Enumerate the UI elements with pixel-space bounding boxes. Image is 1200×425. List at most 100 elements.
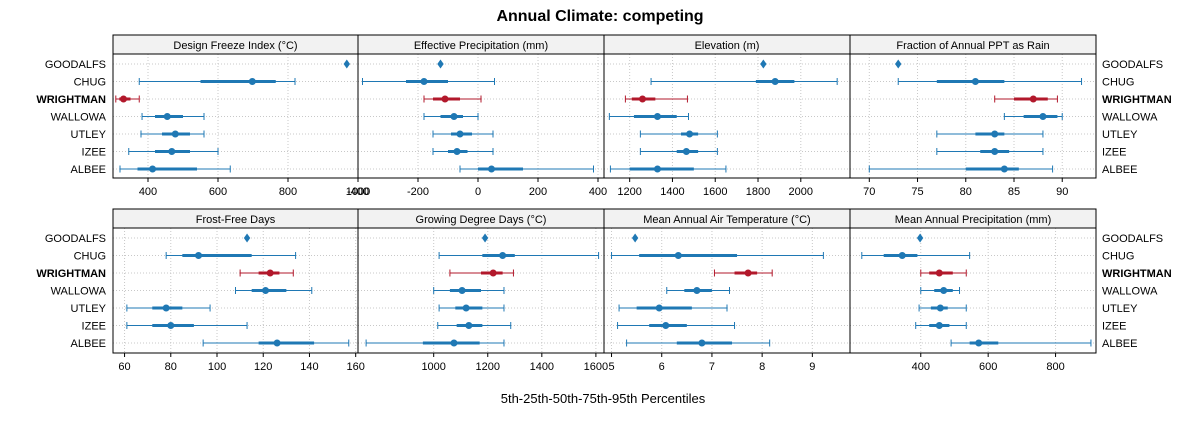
median-point-utley [171, 130, 179, 138]
median-point-wallowa [458, 287, 466, 294]
single-point-goodalfs [760, 59, 767, 69]
median-point-chug [499, 252, 507, 259]
median-point-chug [195, 252, 203, 259]
x-axis-label: 5th-25th-50th-75th-95th Percentiles [501, 391, 706, 406]
median-point-wrightman [266, 269, 274, 277]
site-label-right-utley: UTLEY [1102, 129, 1138, 141]
median-point-albee [1000, 165, 1008, 173]
x-tick-label: 1400 [660, 186, 684, 198]
x-tick-label: 1000 [421, 361, 445, 373]
panel-frost-free-days: Frost-Free Days 60 80 100 120 140 160 [112, 208, 365, 373]
x-tick-label: 600 [979, 361, 997, 373]
site-label-right-chug: CHUG [1102, 251, 1134, 263]
single-point-goodalfs [895, 59, 902, 69]
site-label-right-albee: ALBEE [1102, 164, 1137, 176]
panel-design-freeze-index-c: Design Freeze Index (°C) 400 600 800 1000 [112, 34, 370, 198]
median-point-wallowa [450, 113, 458, 120]
x-tick-label: 90 [1056, 186, 1068, 198]
site-label-left-goodalfs: GOODALFS [45, 233, 106, 245]
site-label-left-albee: ALBEE [71, 338, 106, 350]
site-label-right-wrightman: WRIGHTMAN [1102, 268, 1172, 280]
median-point-wrightman [1029, 95, 1037, 103]
median-point-utley [655, 304, 663, 312]
site-label-right-wallowa: WALLOWA [1102, 286, 1158, 298]
median-point-utley [686, 130, 694, 138]
median-point-chug [420, 78, 428, 85]
single-point-goodalfs [916, 233, 924, 243]
panel-title: Effective Precipitation (mm) [414, 40, 548, 52]
single-point-goodalfs [481, 233, 489, 243]
x-tick-label: 120 [254, 361, 272, 373]
median-point-wallowa [262, 287, 270, 294]
median-point-utley [462, 304, 470, 312]
median-point-wrightman [120, 95, 127, 103]
site-label-left-utley: UTLEY [71, 303, 107, 315]
median-point-wrightman [744, 269, 752, 277]
median-point-chug [674, 252, 682, 259]
site-labels-group: GOODALFS GOODALFS CHUG CHUG WRIGHTMAN WRIGHTM… [36, 59, 1171, 350]
panel-title: Frost-Free Days [196, 214, 276, 226]
median-point-wrightman [639, 95, 647, 103]
site-label-right-izee: IZEE [1102, 147, 1126, 159]
median-point-wrightman [489, 269, 497, 277]
x-tick-label: 60 [118, 361, 130, 373]
median-point-izee [662, 322, 670, 329]
x-tick-label: 75 [911, 186, 923, 198]
median-point-wallowa [653, 113, 661, 120]
panel-elevation-m: Elevation (m) 1200 1400 1600 1800 2000 [603, 34, 851, 198]
panel-growing-degree-days-c: Growing Degree Days (°C) 1000 1200 1400 1600 [357, 208, 608, 373]
median-point-albee [653, 165, 661, 173]
x-tick-label: 400 [912, 361, 930, 373]
x-tick-label: 0 [475, 186, 481, 198]
single-point-goodalfs [243, 233, 251, 243]
site-label-left-chug: CHUG [74, 77, 106, 89]
site-label-left-albee: ALBEE [71, 164, 106, 176]
x-tick-label: 2000 [789, 186, 813, 198]
x-tick-label: 1000 [346, 186, 370, 198]
median-point-albee [975, 339, 983, 347]
median-point-wallowa [1039, 113, 1047, 120]
median-point-chug [898, 252, 906, 259]
x-tick-label: 800 [1046, 361, 1064, 373]
x-tick-label: -200 [407, 186, 429, 198]
site-label-right-wrightman: WRIGHTMAN [1102, 94, 1172, 106]
site-label-right-chug: CHUG [1102, 77, 1134, 89]
median-point-albee [450, 339, 458, 347]
median-point-albee [273, 339, 281, 347]
x-tick-label: 8 [759, 361, 765, 373]
median-point-izee [167, 322, 175, 329]
x-tick-label: -400 [347, 186, 369, 198]
median-point-albee [698, 339, 706, 347]
median-point-albee [488, 165, 495, 173]
panel-mean-annual-precipitation-mm: Mean Annual Precipitation (mm) 400 600 800 [849, 208, 1097, 373]
median-point-chug [771, 78, 779, 85]
x-tick-label: 1200 [617, 186, 641, 198]
panel-fraction-of-annual-ppt-as-rain: Fraction of Annual PPT as Rain 70 75 80 85 90 [849, 34, 1097, 198]
x-tick-label: 7 [709, 361, 715, 373]
median-point-izee [453, 148, 461, 155]
x-tick-label: 400 [139, 186, 157, 198]
x-tick-label: 160 [347, 361, 365, 373]
x-tick-label: 400 [589, 186, 607, 198]
median-point-utley [456, 130, 464, 138]
panel-title: Design Freeze Index (°C) [173, 40, 297, 52]
panel-title: Fraction of Annual PPT as Rain [896, 40, 1049, 52]
single-point-goodalfs [343, 59, 350, 69]
single-point-goodalfs [437, 59, 444, 69]
median-point-izee [935, 322, 943, 329]
median-point-wrightman [441, 95, 449, 103]
site-label-right-goodalfs: GOODALFS [1102, 59, 1163, 71]
x-tick-label: 1600 [584, 361, 608, 373]
median-point-wallowa [693, 287, 701, 294]
site-label-right-izee: IZEE [1102, 321, 1126, 333]
median-point-wallowa [940, 287, 948, 294]
x-tick-label: 80 [960, 186, 972, 198]
x-tick-label: 9 [809, 361, 815, 373]
x-tick-label: 200 [529, 186, 547, 198]
x-tick-label: 85 [1008, 186, 1020, 198]
site-label-left-utley: UTLEY [71, 129, 107, 141]
median-point-chug [248, 78, 256, 85]
median-point-izee [991, 148, 999, 155]
panel-frame [849, 227, 1097, 354]
